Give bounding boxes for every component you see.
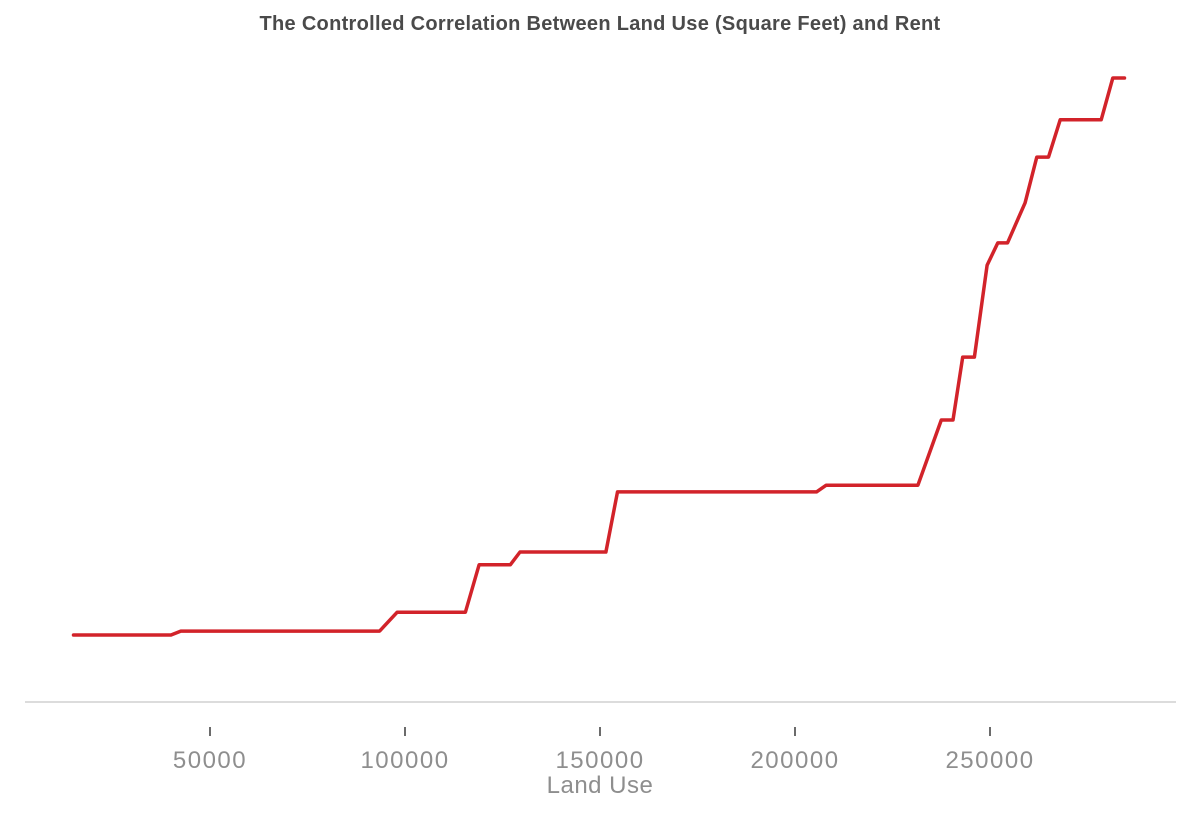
x-axis-ticks (209, 727, 991, 736)
x-axis-tick-label: 50000 (173, 747, 247, 774)
x-axis-tick-label: 100000 (360, 747, 449, 774)
x-axis-tick-label: 250000 (945, 747, 1034, 774)
x-axis-tick-label: 200000 (750, 747, 839, 774)
x-axis-tick-labels: 50000 100000 150000 200000 250000 (173, 747, 1034, 774)
chart-title: The Controlled Correlation Between Land … (259, 13, 941, 35)
x-axis-title: Land Use (547, 772, 654, 799)
rent-line (71, 76, 1127, 637)
x-axis-tick-label: 150000 (555, 747, 644, 774)
